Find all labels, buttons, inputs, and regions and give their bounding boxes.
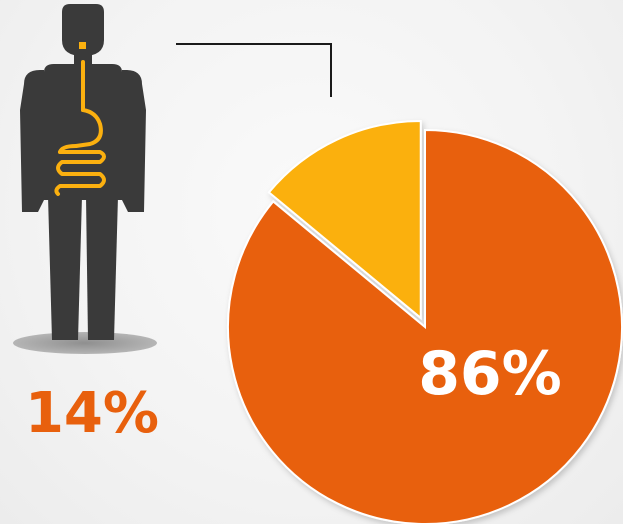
figure-shadow <box>13 332 157 354</box>
slice-label-14: 14% <box>25 381 159 446</box>
connector-line <box>176 43 332 97</box>
digestive-tract <box>54 60 106 196</box>
figure-body <box>20 4 146 340</box>
pie-slice-86 <box>227 128 623 524</box>
pie-chart <box>227 119 623 524</box>
slice-label-86: 86% <box>418 339 562 409</box>
mouth-mark <box>79 42 86 49</box>
pie-slice-14 <box>267 119 422 321</box>
human-digestive-system-icon <box>13 4 157 354</box>
